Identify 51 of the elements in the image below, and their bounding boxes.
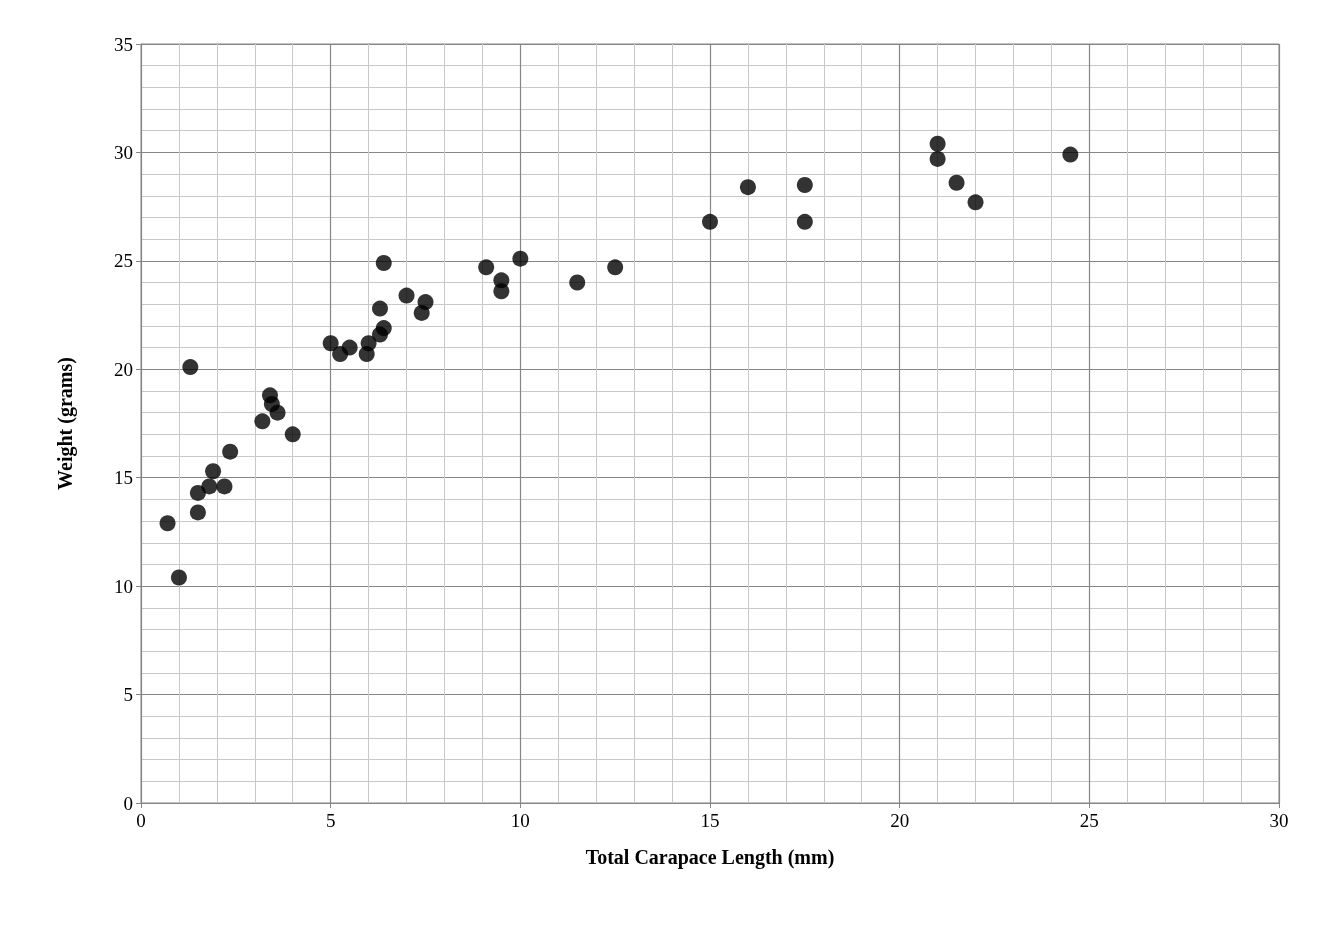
point (159, 515, 176, 532)
x-axis-title: Total Carapace Length (mm) (585, 846, 835, 869)
x-tick-label: 25 (1079, 810, 1099, 831)
point (341, 339, 358, 356)
point (929, 150, 946, 167)
point (512, 250, 529, 267)
point (189, 504, 206, 521)
point (929, 135, 946, 152)
point (1062, 146, 1079, 163)
point (372, 300, 388, 317)
point (201, 478, 218, 495)
point (948, 174, 965, 191)
y-tick-label: 20 (114, 358, 133, 380)
point (493, 283, 510, 300)
point (375, 255, 392, 272)
point (478, 259, 495, 276)
point (796, 176, 813, 193)
point (739, 179, 756, 196)
y-tick-label: 10 (114, 575, 133, 597)
point (607, 259, 624, 276)
point (702, 213, 718, 230)
point (284, 426, 301, 443)
point (189, 484, 206, 501)
point (222, 443, 239, 460)
y-axis-title: Weight (grams) (54, 357, 77, 490)
point (360, 335, 377, 352)
point (796, 213, 813, 230)
y-tick-label: 0 (123, 792, 133, 814)
point (967, 194, 984, 211)
x-tick-label: 0 (136, 810, 146, 831)
y-tick-label: 5 (123, 684, 133, 706)
x-tick-label: 10 (510, 810, 530, 831)
point (569, 274, 586, 291)
point (322, 335, 339, 352)
y-tick-label: 15 (114, 467, 133, 489)
point (205, 463, 222, 480)
point (269, 404, 286, 421)
point (182, 359, 199, 376)
y-tick-label: 35 (114, 33, 133, 55)
x-tick-label: 15 (700, 810, 720, 831)
point (417, 294, 434, 311)
point (254, 413, 271, 430)
y-tick-label: 30 (114, 141, 133, 163)
point (375, 320, 392, 337)
point (216, 478, 233, 495)
x-tick-label: 20 (890, 810, 910, 831)
x-tick-label: 30 (1269, 810, 1289, 831)
point (398, 287, 415, 304)
x-tick-label: 5 (325, 810, 336, 831)
point (170, 569, 187, 586)
y-tick-label: 25 (114, 250, 133, 272)
